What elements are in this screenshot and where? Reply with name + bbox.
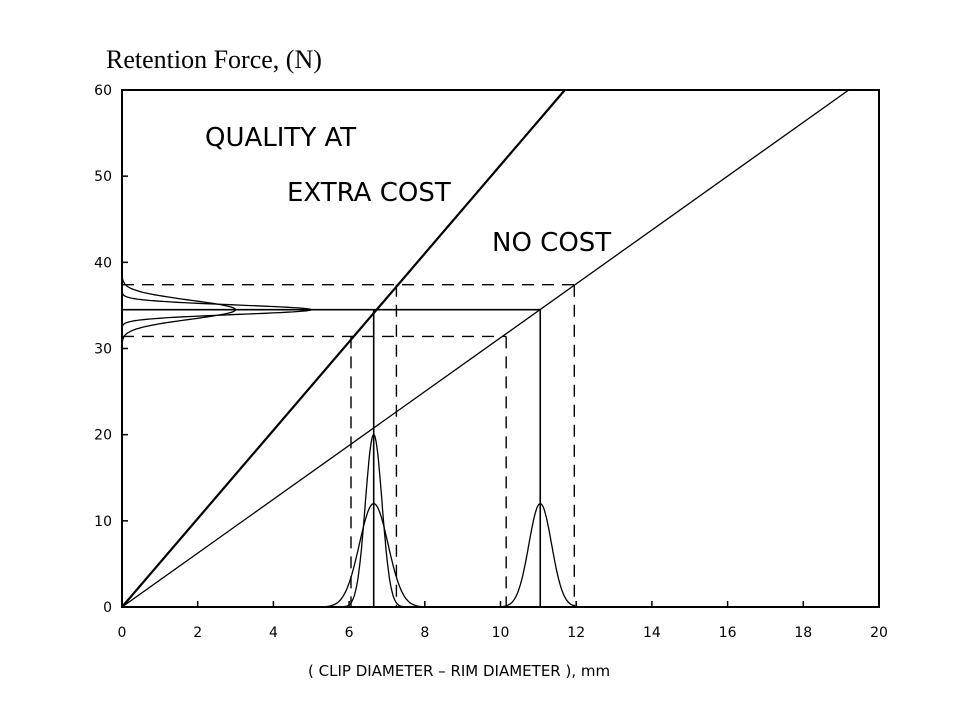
y-tick-label: 60 [94, 83, 112, 99]
x-tick-label: 14 [643, 625, 661, 641]
y-tick-label: 10 [94, 514, 112, 530]
annotation-quality-at: QUALITY AT [205, 123, 356, 153]
x-tick-label: 6 [345, 625, 354, 641]
x-tick-label: 20 [870, 625, 888, 641]
chart-title: Retention Force, (N) [106, 45, 322, 74]
series-line [121, 89, 566, 608]
y-axis: 0 10 20 30 40 50 60 [94, 83, 128, 616]
x-distribution-curve [500, 502, 581, 608]
x-distribution-curve [344, 433, 403, 608]
x-tick-label: 4 [269, 625, 278, 641]
x-tick-label: 2 [193, 625, 202, 641]
x-tick-label: 18 [794, 625, 812, 641]
x-tick-label: 16 [719, 625, 737, 641]
target-guides [122, 284, 576, 607]
y-tick-label: 30 [94, 342, 112, 358]
series-lines [121, 89, 850, 608]
y-tick-label: 40 [94, 255, 112, 271]
y-tick-label: 50 [94, 169, 112, 185]
distribution-curves [121, 267, 581, 608]
x-axis-label: ( CLIP DIAMETER – RIM DIAMETER ), mm [308, 662, 610, 680]
annotation-extra-cost: EXTRA COST [287, 178, 451, 208]
y-tick-label: 20 [94, 428, 112, 444]
x-tick-label: 0 [118, 625, 127, 641]
y-distribution-curve [121, 267, 237, 353]
plot-frame [121, 89, 880, 608]
y-distribution-curve [121, 288, 313, 332]
x-axis: 0 2 4 6 8 10 12 14 16 18 20 [118, 601, 888, 641]
y-tick-label: 0 [103, 600, 112, 616]
annotation-no-cost: NO COST [492, 228, 611, 258]
x-tick-label: 12 [567, 625, 585, 641]
series-line [121, 89, 850, 608]
x-tick-label: 8 [420, 625, 429, 641]
x-tick-label: 10 [492, 625, 510, 641]
x-distribution-curve [323, 502, 425, 608]
